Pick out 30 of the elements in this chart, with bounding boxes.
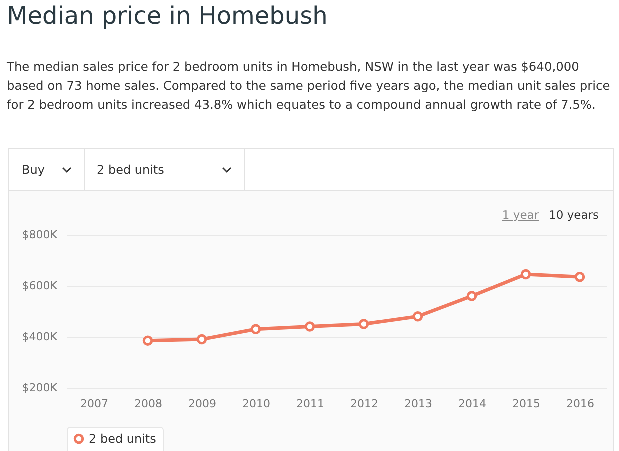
point [142,336,154,346]
y-tick-label: $200K [22,382,58,394]
point [304,322,316,332]
chart-title: Median price in Homebush [7,2,328,30]
point [250,324,262,334]
x-tick-label: 2009 [188,398,216,410]
legend-label: 2 bed units [89,432,156,446]
point [412,311,424,322]
text: 2 bed units [97,162,164,176]
y-tick-label: $800K [22,228,58,242]
text: 10 years [549,208,599,222]
x-tick-label: 2012 [350,398,378,410]
x-tick-label: 2010 [242,398,270,410]
point [574,272,586,282]
x-tick-label: 2015 [512,398,540,410]
y-tick-label: $400K [22,330,58,344]
x-tick-label: 2008 [134,398,162,410]
text: 1 year [502,208,540,222]
x-tick-label: 2016 [566,398,594,410]
text: Buy [22,162,45,176]
chart-subtitle: The median sales price for 2 bedroom units in Homebush, NSW in the last year was $640,000 based on 73 home sales. Compared to the same period five years ago, the median unit sales price for 2 bedroom units increased 43.8% which equates to a compound annual growth rate of 7.5%. [7,59,612,114]
x-tick-label: 2007 [80,398,108,410]
point [466,291,478,302]
y-tick-label: $600K [22,280,58,292]
x-tick-label: 2011 [296,398,324,410]
point [358,319,370,330]
point [196,334,208,345]
point [520,269,532,280]
x-tick-label: 2014 [458,398,486,410]
x-tick-label: 2013 [404,398,432,410]
